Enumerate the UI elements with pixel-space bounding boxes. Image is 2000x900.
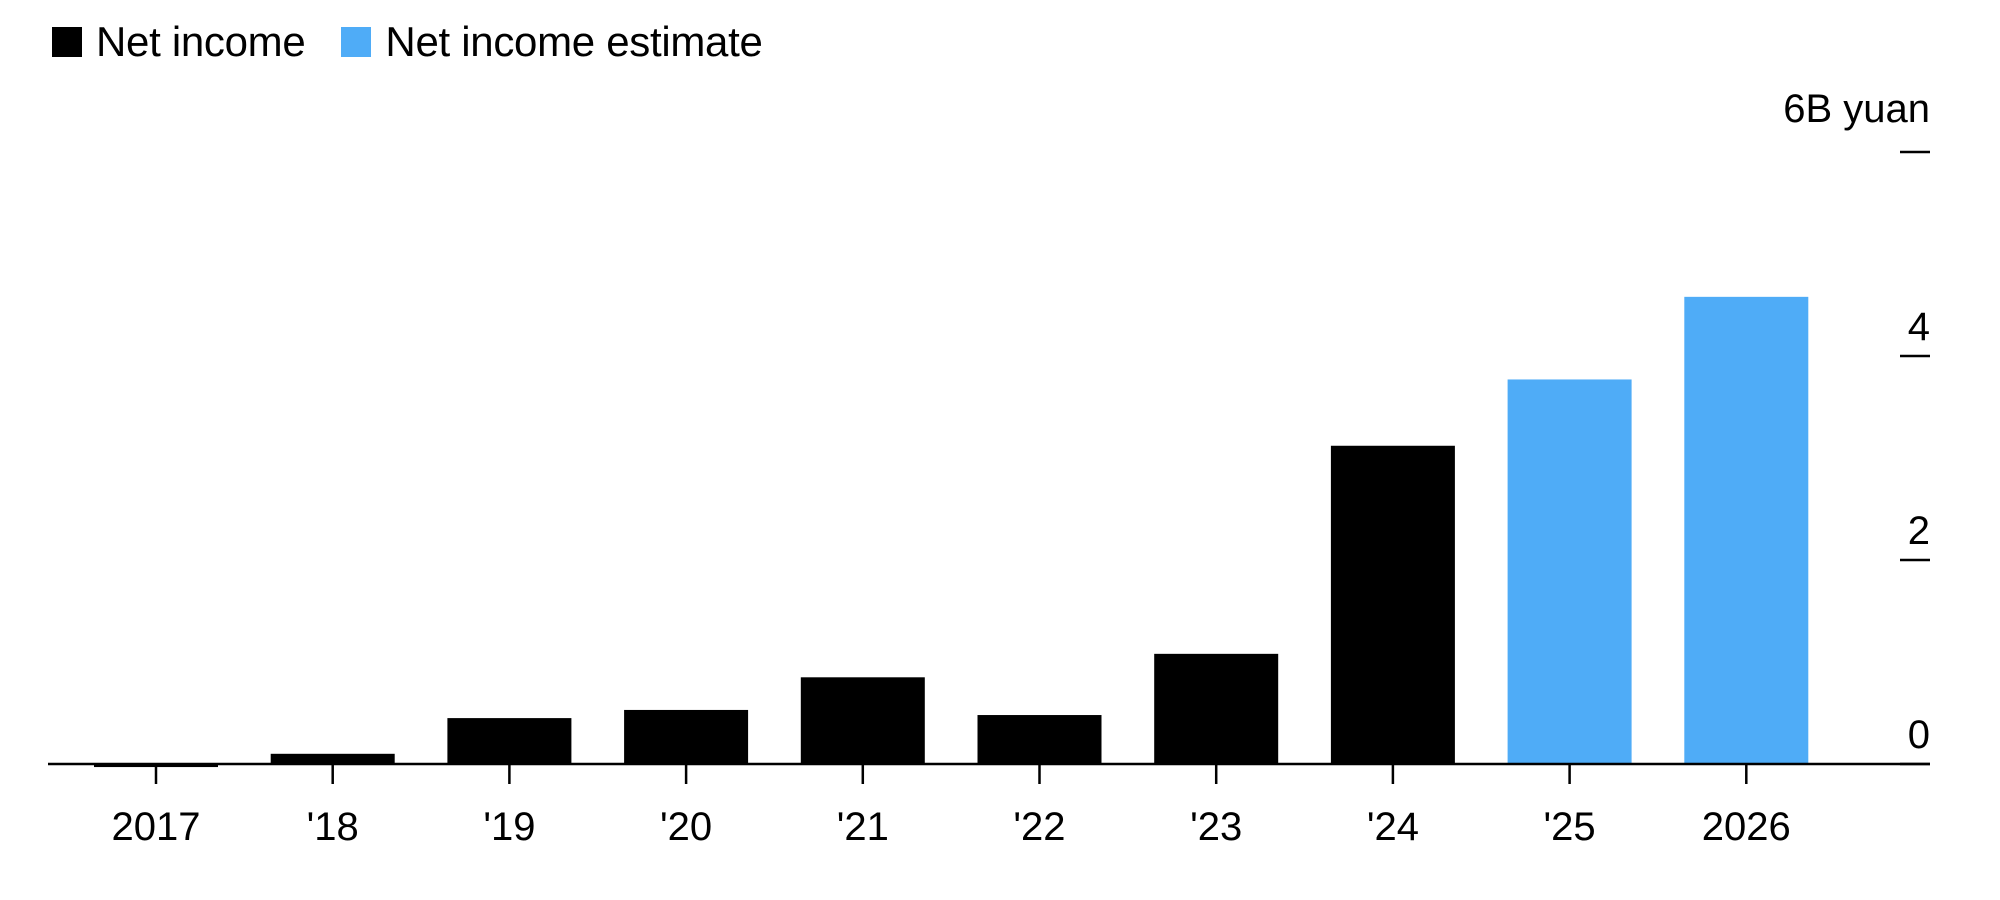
bars-group <box>94 296 1809 768</box>
y-axis-unit-label: 6B yuan <box>1783 87 1930 131</box>
bar-net-income-6 <box>1154 653 1279 764</box>
legend-label-net-income: Net income <box>96 18 306 65</box>
bar-net-income-1 <box>270 753 395 764</box>
x-tick-label-7: '24 <box>1367 805 1419 849</box>
legend-item-net-income-estimate: Net income estimate <box>341 18 763 66</box>
legend-label-net-income-estimate: Net income estimate <box>385 18 763 65</box>
x-tick-label-9: 2026 <box>1702 805 1791 849</box>
x-tick-label-5: '22 <box>1013 805 1065 849</box>
y-tick-label-0: 0 <box>1908 713 1930 757</box>
x-tick-label-8: '25 <box>1544 805 1596 849</box>
x-tick-label-0: 2017 <box>112 805 201 849</box>
bar-estimate-8 <box>1507 379 1632 764</box>
bar-net-income-5 <box>977 715 1102 764</box>
x-tick-label-3: '20 <box>660 805 712 849</box>
bar-estimate-9 <box>1684 296 1809 764</box>
bar-net-income-4 <box>800 677 925 764</box>
legend: Net income Net income estimate <box>52 18 799 66</box>
x-tick-label-4: '21 <box>837 805 889 849</box>
x-tick-label-6: '23 <box>1190 805 1242 849</box>
bar-net-income-7 <box>1330 445 1455 764</box>
x-tick-label-1: '18 <box>307 805 359 849</box>
x-ticks-group: 2017 '18 '19 '20 '21 '22 '23 '24 '25 2026 <box>112 764 1791 849</box>
legend-swatch-net-income-estimate <box>341 27 372 57</box>
y-tick-label-1: 2 <box>1908 509 1930 553</box>
y-ticks-group: 0 2 4 <box>1900 150 1930 766</box>
legend-swatch-net-income <box>52 27 82 57</box>
y-tick-label-2: 4 <box>1908 305 1930 349</box>
bar-net-income-3 <box>624 709 749 764</box>
legend-item-net-income: Net income <box>52 18 306 66</box>
x-tick-label-2: '19 <box>483 805 535 849</box>
bar-net-income-2 <box>447 718 572 764</box>
